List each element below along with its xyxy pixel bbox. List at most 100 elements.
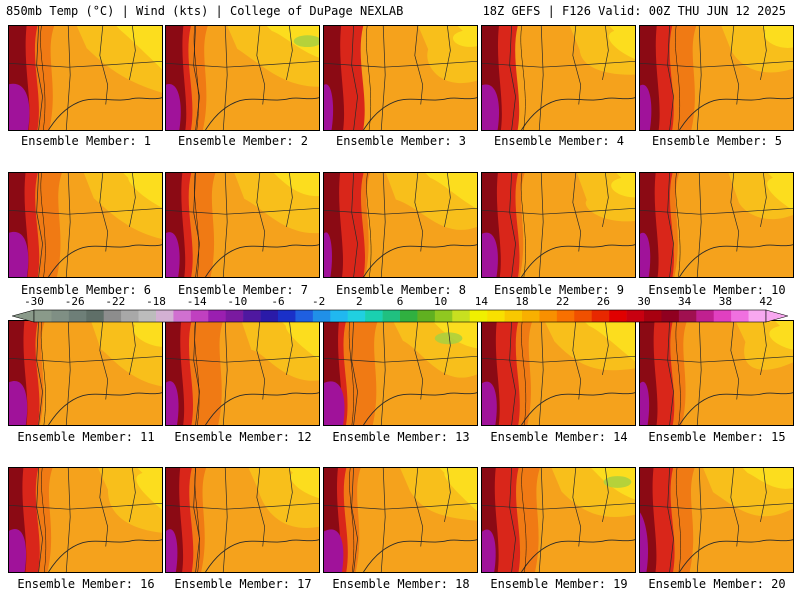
colorbar-swatch (591, 310, 610, 322)
colorbar-swatch (260, 310, 279, 322)
ensemble-map-panel (481, 25, 636, 131)
temperature-map (9, 173, 162, 277)
colorbar-tick-label: -14 (186, 295, 207, 308)
state-boundaries (640, 321, 793, 425)
temperature-map (482, 173, 635, 277)
colorbar-tick-label: 42 (759, 295, 773, 308)
colorbar-tick-label: 6 (396, 295, 404, 308)
ensemble-map-panel (323, 172, 478, 278)
state-boundaries (324, 26, 477, 130)
temperature-map (166, 321, 319, 425)
temperature-map (9, 26, 162, 130)
temperature-map (482, 26, 635, 130)
colorbar-tick-label: -18 (146, 295, 166, 308)
colorbar-swatch (452, 310, 471, 322)
state-boundaries (9, 468, 162, 572)
model-run-info: 18Z GEFS | F126 Valid: 00Z THU JUN 12 20… (482, 4, 786, 18)
state-boundaries (166, 26, 319, 130)
ensemble-map-panel (165, 25, 320, 131)
colorbar-swatch (487, 310, 505, 322)
temperature-map (640, 26, 793, 130)
colorbar-swatch (68, 310, 87, 322)
ensemble-member-label: Ensemble Member: 3 (335, 134, 467, 148)
ensemble-map-panel (481, 320, 636, 426)
ensemble-map-panel (8, 467, 163, 573)
colorbar-tick-label: 26 (596, 295, 610, 308)
temperature-map (324, 321, 477, 425)
temperature-colorbar (12, 306, 788, 326)
colorbar-swatch (417, 310, 436, 322)
colorbar-tick-label: 22 (556, 295, 570, 308)
colorbar-swatch (574, 310, 593, 322)
temperature-map (9, 321, 162, 425)
colorbar-tick-label: -6 (271, 295, 285, 308)
ensemble-map-panel (639, 25, 794, 131)
colorbar-swatch (330, 310, 349, 322)
temperature-map (166, 173, 319, 277)
colorbar-swatch (434, 310, 453, 322)
temperature-map (324, 468, 477, 572)
ensemble-member-label: Ensemble Member: 19 (490, 577, 628, 591)
colorbar-tick-label: -26 (64, 295, 85, 308)
state-boundaries (9, 321, 162, 425)
colorbar-tick-label: 18 (515, 295, 529, 308)
state-boundaries (9, 173, 162, 277)
ensemble-map-panel (8, 172, 163, 278)
ensemble-map-panel (165, 320, 320, 426)
colorbar-swatch (644, 310, 662, 322)
colorbar-swatch (748, 310, 767, 322)
state-boundaries (324, 468, 477, 572)
colorbar-swatch (295, 310, 314, 322)
colorbar-swatch (225, 310, 244, 322)
colorbar-swatch (51, 310, 70, 322)
state-boundaries (324, 173, 477, 277)
ensemble-member-label: Ensemble Member: 4 (493, 134, 625, 148)
colorbar-swatch (243, 310, 261, 322)
ensemble-member-label: Ensemble Member: 15 (648, 430, 786, 444)
colorbar-swatch (121, 310, 139, 322)
colorbar-swatch (190, 310, 209, 322)
ensemble-member-label: Ensemble Member: 2 (177, 134, 309, 148)
ensemble-member-label: Ensemble Member: 7 (177, 283, 309, 297)
ensemble-map-panel (639, 320, 794, 426)
ensemble-map-panel (8, 320, 163, 426)
colorbar-swatch (609, 310, 627, 322)
ensemble-member-label: Ensemble Member: 5 (651, 134, 783, 148)
colorbar-tick-label: -10 (227, 295, 248, 308)
state-boundaries (482, 321, 635, 425)
map-title: 850mb Temp (°C) | Wind (kts) | College o… (6, 4, 404, 18)
colorbar-swatch (34, 310, 52, 322)
colorbar-swatch (696, 310, 715, 322)
colorbar-swatch (173, 310, 192, 322)
state-boundaries (482, 173, 635, 277)
ensemble-map-panel (481, 467, 636, 573)
ensemble-member-label: Ensemble Member: 12 (174, 430, 312, 444)
ensemble-map-panel (165, 172, 320, 278)
colorbar-swatch (661, 310, 680, 322)
colorbar-swatch (103, 310, 122, 322)
temperature-map (640, 173, 793, 277)
state-boundaries (482, 26, 635, 130)
colorbar-swatch (382, 310, 401, 322)
ensemble-member-label: Ensemble Member: 13 (332, 430, 470, 444)
colorbar-tick-label: 34 (678, 295, 692, 308)
state-boundaries (640, 26, 793, 130)
temperature-map (166, 26, 319, 130)
colorbar-swatch (365, 310, 383, 322)
colorbar-swatch (156, 310, 174, 322)
ensemble-member-label: Ensemble Member: 18 (332, 577, 470, 591)
temperature-map (640, 468, 793, 572)
colorbar-swatch (556, 310, 575, 322)
colorbar-tick-label: 2 (356, 295, 363, 308)
temperature-map (482, 468, 635, 572)
temperature-map (166, 468, 319, 572)
colorbar-swatch (278, 310, 296, 322)
state-boundaries (9, 26, 162, 130)
colorbar-tick-label: -22 (105, 295, 126, 308)
ensemble-member-label: Ensemble Member: 11 (17, 430, 155, 444)
ensemble-map-panel (481, 172, 636, 278)
ensemble-map-panel (323, 467, 478, 573)
colorbar-tick-label: 10 (434, 295, 448, 308)
colorbar-tick-label: -30 (24, 295, 44, 308)
ensemble-map-panel (323, 25, 478, 131)
